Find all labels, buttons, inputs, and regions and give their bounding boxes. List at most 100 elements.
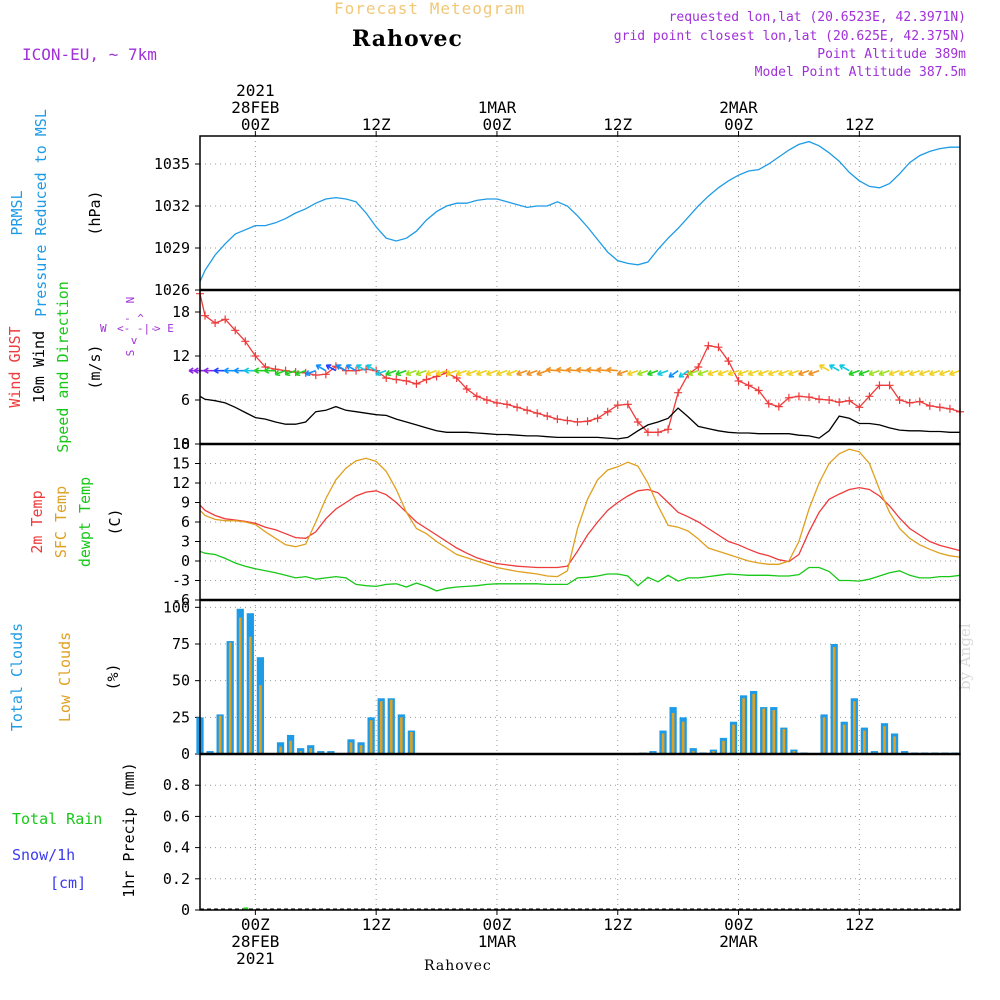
wind-arrow-head [375, 370, 381, 377]
wind-arrow-head [767, 370, 774, 377]
wind-arrow-head [747, 370, 754, 377]
wind-direction-arrow [516, 369, 528, 376]
wind-direction-arrow [395, 369, 407, 376]
wind-arrow-head [858, 370, 865, 377]
wind-arrow-head [848, 370, 855, 377]
wind-gust-marker [744, 381, 753, 390]
low-cloud-bar [782, 729, 786, 754]
wind-arrow-head [626, 370, 633, 377]
wind-direction-arrow [586, 368, 598, 372]
wind-gust-marker [231, 326, 240, 335]
main-title: Forecast Meteogram [334, 0, 526, 18]
wind-gust-marker [311, 371, 320, 380]
wind-arrow-head [918, 370, 925, 377]
wind-arrow-head [687, 370, 694, 377]
wind-gust-marker [251, 352, 260, 360]
bottom-time-label: 12Z [845, 915, 874, 934]
low-cloud-bar [893, 736, 896, 754]
wind-gust-marker [654, 428, 663, 437]
wind-arrow-head [345, 364, 352, 370]
wind-gust-marker [805, 393, 814, 402]
wind-arrow-head [213, 367, 219, 374]
compass-south-arrow: v [131, 334, 138, 347]
point-altitude: Point Altitude 389m [817, 47, 966, 62]
bottom-time-label: 2MAR [719, 932, 758, 951]
wind-gust-marker [784, 393, 793, 402]
wind-arrow-head [475, 370, 482, 377]
wind-direction-arrow [778, 369, 790, 376]
bottom-time-label: 2021 [236, 949, 275, 968]
wind-arrow-head [636, 370, 643, 377]
low-cloud-bar [249, 636, 252, 754]
wind-direction-arrow [737, 369, 749, 376]
wind-gust-marker [754, 386, 763, 395]
clouds-ylabel: (%) [104, 663, 122, 690]
wind-gust-marker [201, 311, 210, 320]
wind-direction-arrow [496, 369, 508, 376]
wind-arrow-head [243, 367, 250, 374]
compass-north-arrow: - ^ [124, 312, 144, 325]
wind-gust-marker [935, 403, 944, 412]
wind-direction-arrow [425, 369, 437, 376]
requested-coords: requested lon,lat (20.6523E, 42.3971N) [668, 10, 966, 25]
clouds-label-total: Total Clouds [8, 623, 26, 731]
top-time-label: 28FEB [231, 98, 279, 117]
pressure-series-prmsl [199, 140, 960, 282]
wind-direction-arrow [637, 369, 649, 376]
wind-direction-arrow [627, 369, 639, 376]
precip-ytick-label: 0.8 [163, 776, 190, 794]
wind-ytick-label: 12 [172, 347, 190, 365]
low-cloud-bar [691, 751, 695, 754]
wind-direction-arrow [295, 369, 306, 376]
bottom-time-label: 00Z [724, 915, 753, 934]
top-time-label: 2021 [236, 81, 275, 100]
low-cloud-bar [359, 745, 363, 754]
temperature-ytick-label: -3 [172, 572, 190, 590]
footer-location: Rahovec [424, 958, 492, 974]
low-cloud-bar [299, 751, 302, 754]
temperature-series-sfc-temp [199, 448, 961, 578]
wind-direction-arrow [576, 368, 588, 372]
wind-arrow-head [395, 370, 402, 377]
wind-direction-arrow [839, 364, 850, 372]
precip-panel-frame [199, 753, 961, 911]
wind-arrow-head [304, 370, 311, 377]
wind-panel-frame [199, 289, 961, 445]
wind-direction-arrow [808, 369, 820, 376]
wind-arrow-head [596, 366, 602, 374]
top-time-label: 00Z [241, 115, 270, 134]
wind-arrow-head [385, 370, 392, 377]
wind-gust-marker [382, 374, 391, 382]
temperature-ytick-label: -6 [172, 591, 190, 609]
wind-direction-arrow [697, 369, 709, 376]
precip-label-cm: [cm] [50, 874, 86, 892]
pressure-label-prmsl: PRMSL [8, 190, 26, 235]
wind-gust-marker [915, 397, 924, 406]
wind-direction-arrow [687, 369, 699, 376]
low-cloud-bar [259, 685, 262, 754]
wind-arrow-head [274, 370, 281, 377]
wind-direction-arrow [606, 368, 618, 372]
wind-arrow-head [496, 370, 502, 377]
wind-gust-marker [583, 417, 592, 426]
wind-arrow-head [928, 370, 935, 377]
clouds-ytick-label: 75 [172, 635, 190, 653]
temp-ylabel: (C) [106, 508, 124, 535]
wind-arrow-head [566, 366, 572, 374]
temperature-ytick-label: 15 [172, 455, 190, 473]
wind-direction-arrow [717, 369, 729, 376]
wind-direction-arrow [526, 369, 538, 376]
wind-direction-arrow [678, 370, 689, 378]
wind-gust-marker [905, 398, 914, 407]
temperature-ytick-label: 12 [172, 474, 190, 492]
pressure-label-msl: Pressure Reduced to MSL [32, 109, 50, 317]
wind-gust-marker [482, 396, 491, 404]
temperature-ytick-label: 9 [181, 494, 190, 512]
low-cloud-bar [379, 701, 383, 754]
wind-arrow-head [485, 370, 492, 377]
wind-direction-arrow [325, 364, 337, 372]
wind-direction-arrow [909, 369, 921, 376]
temp-label-sfc: SFC Temp [52, 486, 70, 558]
pressure-panel-frame [199, 135, 961, 291]
